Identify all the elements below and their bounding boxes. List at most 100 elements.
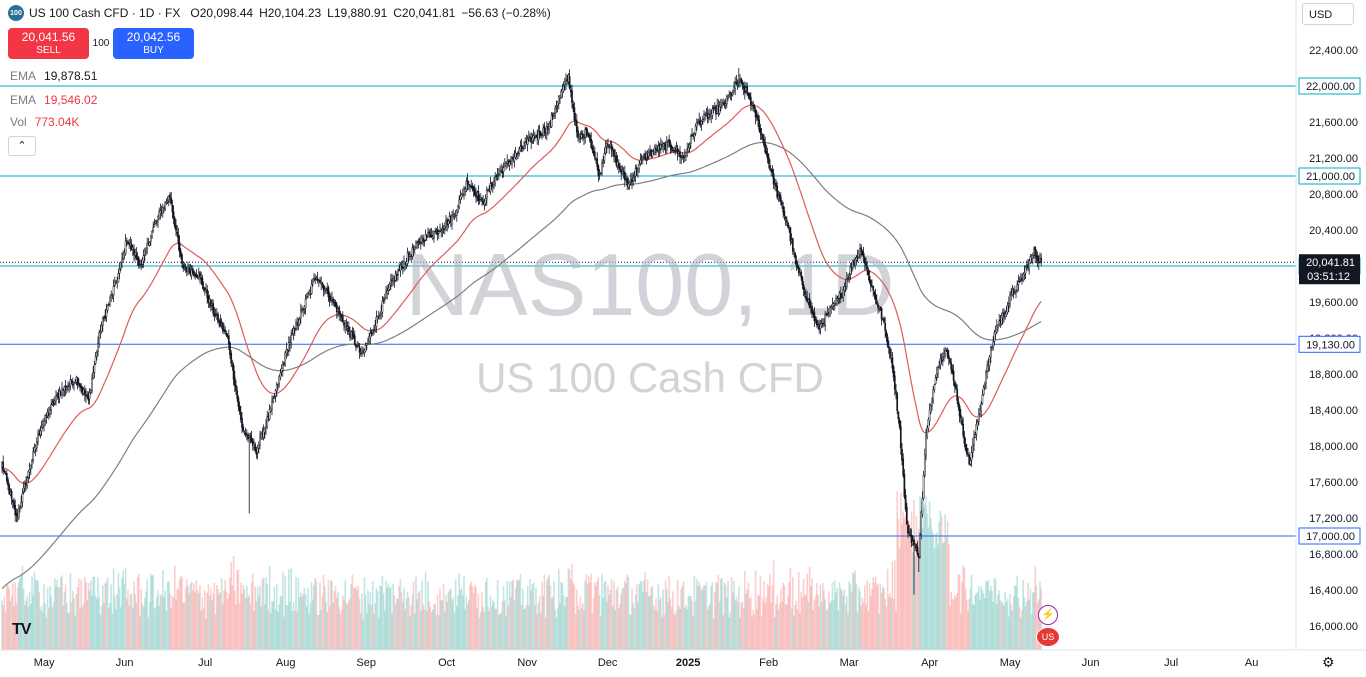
candle	[761, 133, 764, 143]
buy-button[interactable]: 20,042.56 BUY	[113, 28, 194, 59]
candle	[302, 308, 305, 317]
candle	[626, 175, 629, 191]
candle	[577, 126, 579, 142]
candle	[440, 227, 443, 238]
candle	[146, 237, 149, 255]
candle	[580, 130, 583, 140]
candle	[31, 459, 33, 469]
candle	[499, 165, 501, 176]
lightning-icon[interactable]: ⚡	[1038, 605, 1058, 625]
candle	[801, 276, 804, 290]
candle	[434, 227, 437, 235]
candle	[209, 298, 212, 312]
candle	[92, 366, 95, 380]
candle	[281, 360, 284, 377]
candle	[904, 488, 907, 512]
candle	[256, 444, 259, 460]
gear-icon[interactable]: ⚙	[1322, 654, 1335, 670]
candle	[766, 147, 769, 164]
candle	[977, 408, 980, 426]
chevron-up-icon[interactable]: ⌃	[8, 136, 36, 156]
candle	[835, 294, 837, 307]
volume-area	[1, 490, 1042, 650]
candle	[157, 215, 159, 228]
candle	[802, 280, 805, 297]
candle	[776, 181, 779, 200]
candle	[623, 165, 626, 187]
candle	[289, 336, 291, 352]
candle	[112, 279, 115, 302]
candle	[149, 234, 152, 246]
candle	[893, 370, 896, 396]
indicator-name: EMA	[10, 69, 37, 83]
candle	[94, 352, 97, 366]
candle	[140, 259, 143, 270]
candle	[898, 417, 901, 430]
candle	[578, 133, 581, 144]
candle	[760, 128, 763, 141]
candle	[461, 188, 464, 197]
time-axis-bg	[0, 650, 1366, 677]
level-price-label: 17,000.00	[1298, 527, 1361, 545]
candle	[973, 430, 975, 452]
candle	[826, 305, 829, 317]
candle	[607, 138, 609, 149]
symbol-title[interactable]: US 100 Cash CFD · 1D · FX	[29, 6, 181, 20]
candle	[257, 441, 260, 454]
candle	[830, 305, 833, 315]
candle	[795, 255, 798, 272]
y-tick-label: 19,600.00	[1309, 297, 1358, 309]
candle	[386, 284, 389, 300]
candle	[929, 403, 932, 415]
candle	[796, 261, 799, 270]
candle	[953, 380, 956, 393]
indicator-ema-slow[interactable]: EMA 19,546.02	[10, 93, 97, 107]
candle	[1019, 272, 1022, 283]
candle	[885, 329, 888, 342]
candle	[22, 481, 25, 495]
candle	[422, 234, 425, 247]
candle	[955, 382, 957, 390]
candle	[344, 320, 347, 334]
candle	[239, 405, 242, 423]
candle	[663, 142, 666, 151]
candle	[669, 139, 672, 154]
y-tick-label: 16,400.00	[1309, 585, 1358, 597]
candle	[791, 237, 794, 255]
candle	[58, 386, 61, 404]
candle	[415, 240, 417, 249]
candle	[154, 220, 157, 225]
candle	[95, 350, 98, 361]
candle	[632, 172, 635, 187]
x-tick-label: Jul	[1164, 657, 1178, 669]
candle	[932, 386, 935, 405]
candle	[778, 191, 781, 202]
candle	[759, 123, 762, 140]
candle	[610, 140, 613, 158]
candle	[29, 464, 32, 476]
indicator-volume[interactable]: Vol 773.04K	[10, 115, 79, 129]
candle	[172, 205, 175, 225]
candle	[815, 316, 818, 328]
y-tick-label: 20,800.00	[1309, 189, 1358, 201]
candle	[248, 433, 251, 514]
indicator-ema-fast[interactable]: EMA 19,878.51	[10, 69, 97, 83]
candle	[158, 207, 161, 221]
us-flag-icon[interactable]: US	[1036, 627, 1060, 647]
candle	[825, 312, 828, 317]
candle	[131, 244, 134, 256]
x-tick-label: Mar	[840, 657, 859, 669]
x-tick-label: Jul	[198, 657, 212, 669]
ohlc-close: C20,041.81	[393, 6, 456, 20]
candle	[178, 235, 181, 258]
candle	[961, 416, 963, 426]
candle	[97, 336, 99, 357]
candle	[981, 389, 984, 405]
candle	[731, 89, 734, 97]
candle	[28, 462, 31, 480]
candle	[1028, 259, 1031, 275]
currency-select[interactable]: USD	[1302, 3, 1354, 25]
candle	[3, 469, 6, 474]
sell-button[interactable]: 20,041.56 SELL	[8, 28, 89, 59]
